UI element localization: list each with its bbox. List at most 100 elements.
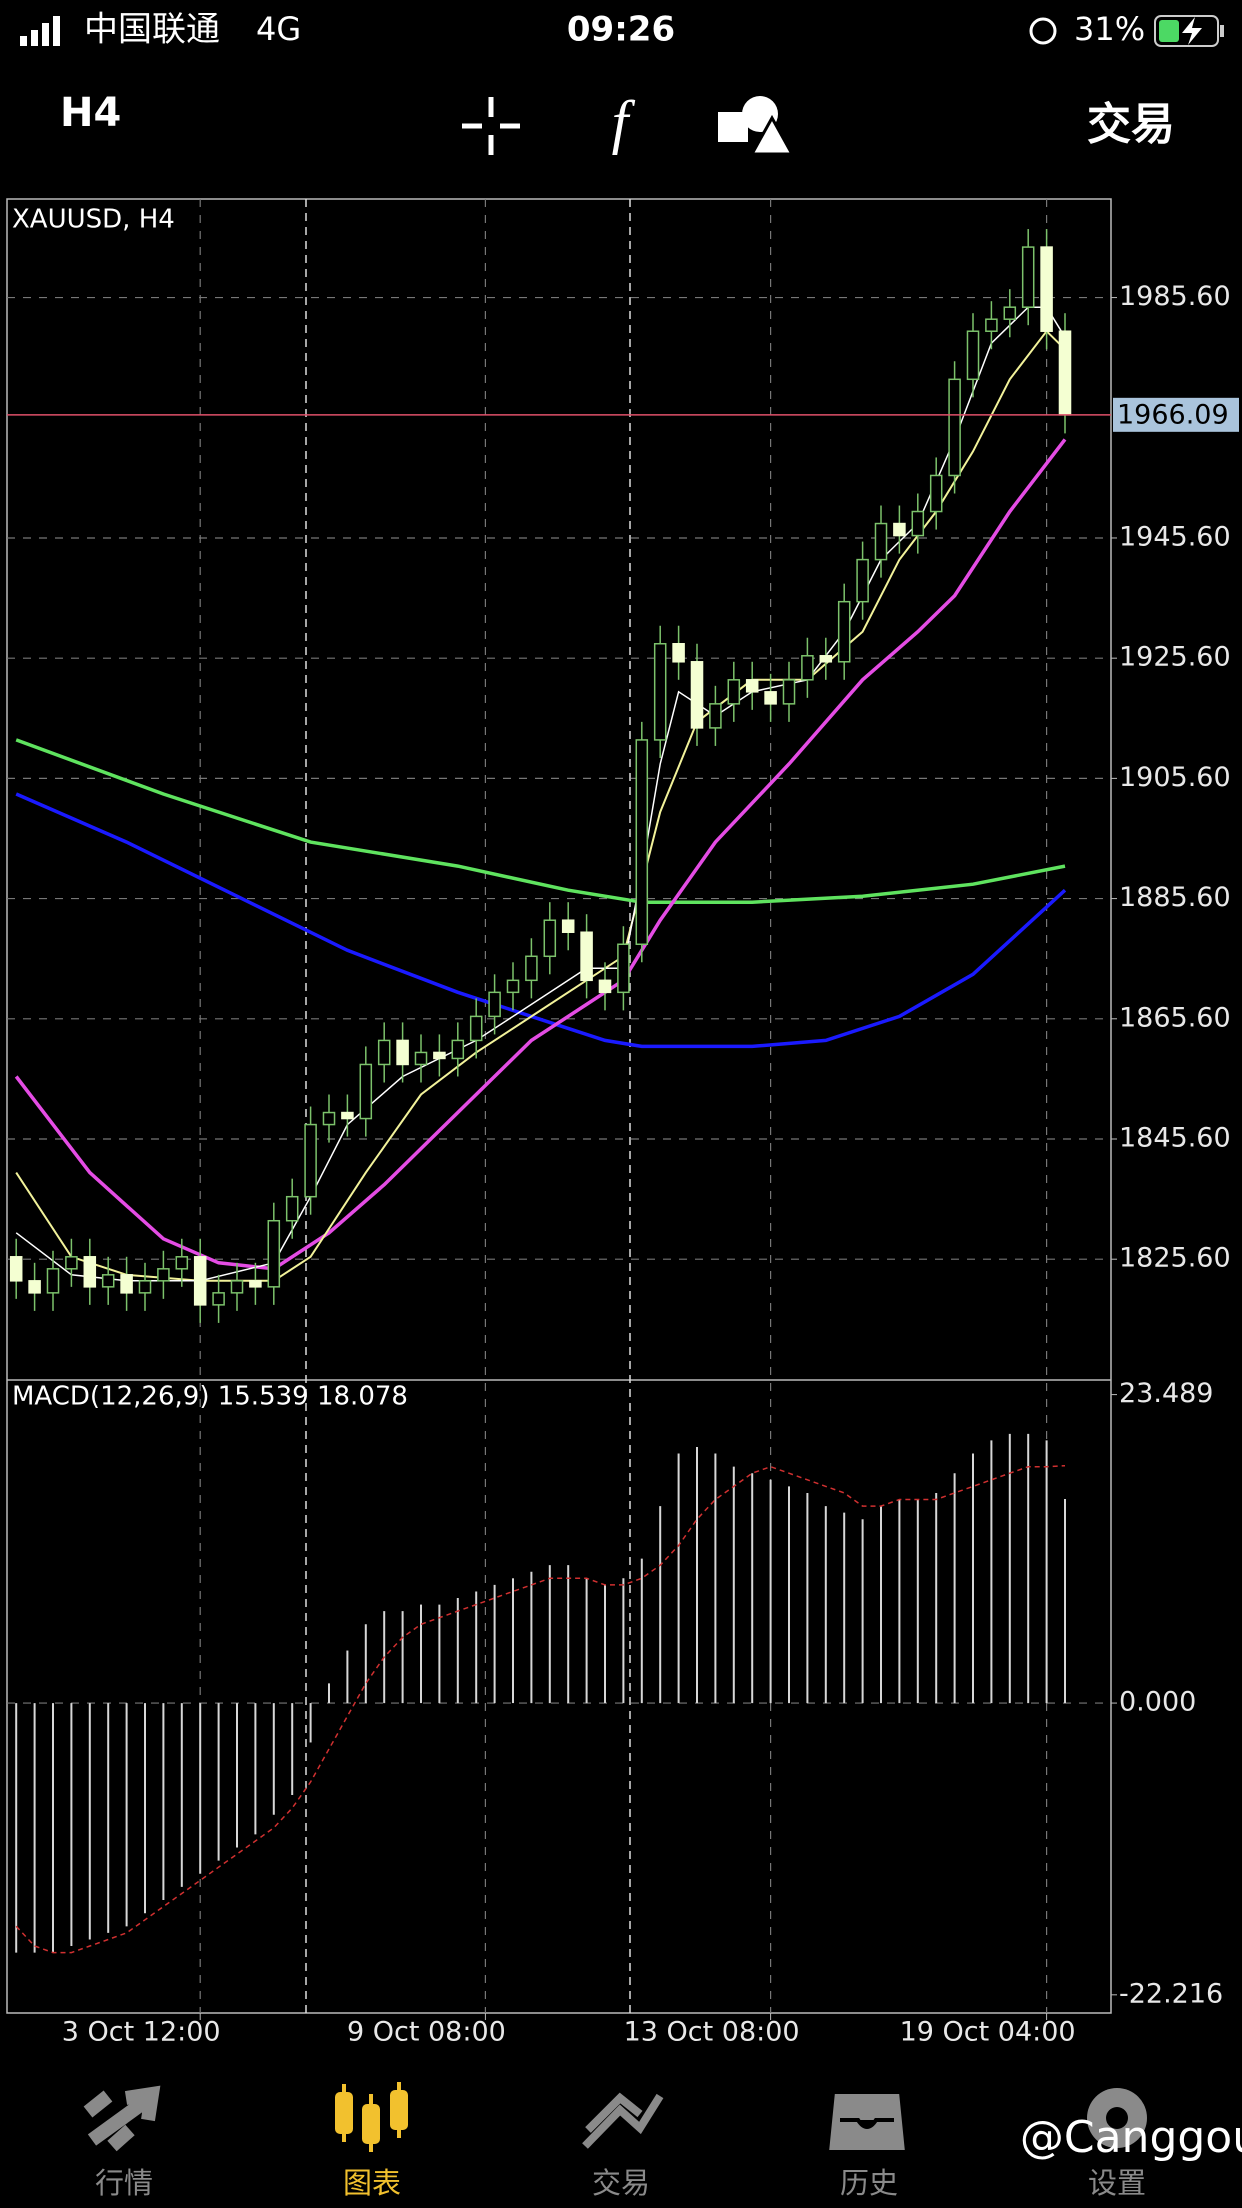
candle-body bbox=[653, 643, 667, 741]
y-tick-label: 1825.60 bbox=[1119, 1243, 1231, 1274]
chart-area: XAUUSD, H4 MACD(12,26,9) 15.539 18.078 bbox=[6, 198, 1112, 2014]
timeframe-button[interactable]: H4 bbox=[60, 90, 121, 136]
candle-body bbox=[874, 522, 888, 561]
candle-body bbox=[543, 919, 557, 958]
candle-body bbox=[598, 979, 612, 994]
tab-label[interactable]: 行情 bbox=[95, 2166, 153, 2200]
candle-body bbox=[1040, 246, 1053, 332]
candle-body bbox=[341, 1111, 354, 1120]
candle-body bbox=[764, 691, 777, 705]
tab-icon bbox=[582, 2092, 664, 2149]
y-tick-label: 1925.60 bbox=[1119, 642, 1231, 673]
moving-average-line bbox=[14, 438, 1067, 1271]
candle-body bbox=[488, 991, 501, 1018]
chart-title: XAUUSD, H4 bbox=[12, 205, 175, 235]
candle-body bbox=[929, 474, 943, 513]
candle-body bbox=[580, 931, 593, 982]
y-tick-label: 1885.60 bbox=[1119, 882, 1231, 913]
candle-body bbox=[617, 943, 630, 994]
tab-label[interactable]: 图表 bbox=[343, 2166, 401, 2200]
candle-body bbox=[322, 1111, 336, 1126]
candle-body bbox=[101, 1274, 115, 1288]
tab-label[interactable]: 设置 bbox=[1088, 2166, 1146, 2200]
candle-body bbox=[433, 1051, 446, 1060]
candle-body bbox=[1021, 246, 1035, 308]
carrier: 中国联通 bbox=[84, 10, 220, 50]
y-tick-label: 0.000 bbox=[1119, 1687, 1196, 1718]
candle-body bbox=[28, 1280, 41, 1294]
rotation-lock-icon bbox=[1029, 17, 1057, 45]
candle-body bbox=[819, 655, 833, 663]
macd-panel: 23.489 0.000 -22.216 bbox=[7, 1378, 1223, 2009]
y-tick-label: 1905.60 bbox=[1119, 762, 1231, 793]
trade-button[interactable]: 交易 bbox=[1087, 99, 1175, 150]
candle-body bbox=[377, 1039, 391, 1066]
signal-line bbox=[15, 1464, 1066, 1954]
candle-body bbox=[966, 330, 980, 381]
candle-body bbox=[120, 1274, 133, 1294]
candle-body bbox=[727, 679, 741, 705]
tab-bar: 行情 图表 交易 历史 设置 bbox=[83, 2082, 1147, 2200]
y-tick-label: 1845.60 bbox=[1119, 1122, 1231, 1153]
candle-body bbox=[672, 643, 685, 663]
candle-body bbox=[525, 955, 538, 982]
candle-body bbox=[837, 600, 851, 663]
candle-body bbox=[414, 1051, 428, 1066]
y-tick-label: 1865.60 bbox=[1119, 1002, 1231, 1033]
tab-icon bbox=[335, 2082, 408, 2152]
candle-body bbox=[801, 655, 814, 681]
candle-body bbox=[230, 1280, 244, 1294]
macd-title: MACD(12,26,9) 15.539 18.078 bbox=[12, 1382, 408, 1412]
tab-label[interactable]: 交易 bbox=[592, 2166, 650, 2200]
candle-body bbox=[985, 318, 998, 332]
candle-body bbox=[304, 1123, 317, 1198]
y-tick-label: -22.216 bbox=[1119, 1978, 1223, 2009]
x-tick-label: 9 Oct 08:00 bbox=[347, 2017, 506, 2048]
candle-body bbox=[359, 1063, 373, 1120]
tab-icon bbox=[824, 2090, 910, 2154]
current-price-label: 1966.09 bbox=[1117, 399, 1229, 430]
candle-body bbox=[948, 378, 961, 477]
candle-body bbox=[709, 703, 722, 729]
tab-label[interactable]: 历史 bbox=[840, 2166, 898, 2200]
candle-body bbox=[690, 661, 704, 729]
moving-average-line bbox=[15, 738, 1066, 904]
tab-icon bbox=[1106, 2107, 1128, 2129]
y-tick-label: 23.489 bbox=[1119, 1378, 1213, 1409]
candle-body bbox=[285, 1195, 299, 1222]
objects-button[interactable] bbox=[718, 96, 795, 156]
x-tick-label: 19 Oct 04:00 bbox=[900, 2017, 1076, 2048]
candle-body bbox=[506, 979, 520, 994]
clock: 09:26 bbox=[567, 10, 675, 50]
candle-body bbox=[635, 739, 649, 946]
watermark: @Canggou bbox=[1020, 2112, 1242, 2163]
candle-body bbox=[911, 510, 925, 537]
candle-body bbox=[396, 1039, 409, 1066]
price-plot bbox=[9, 229, 1072, 1323]
battery-percent: 31% bbox=[1074, 10, 1145, 48]
crosshair-button[interactable] bbox=[462, 97, 520, 155]
candle-body bbox=[856, 558, 869, 603]
candle-body bbox=[175, 1256, 189, 1270]
candle-body bbox=[561, 919, 575, 933]
current-price-box bbox=[1113, 397, 1239, 432]
candle-body bbox=[267, 1219, 281, 1288]
candle-body bbox=[469, 1015, 483, 1042]
candle-body bbox=[249, 1280, 262, 1288]
battery-icon bbox=[1154, 15, 1224, 47]
network: 4G bbox=[256, 10, 301, 48]
candle-body bbox=[745, 679, 759, 693]
price-panel: 1985.60 1945.60 1925.60 1905.60 1885.60 1865.… bbox=[7, 199, 1239, 2048]
candle-body bbox=[157, 1268, 170, 1282]
candle-body bbox=[138, 1280, 152, 1294]
candle-body bbox=[782, 679, 796, 705]
candle-body bbox=[65, 1256, 78, 1270]
candle-body bbox=[212, 1292, 225, 1306]
x-tick-label: 3 Oct 12:00 bbox=[62, 2017, 221, 2048]
x-tick-label: 13 Oct 08:00 bbox=[624, 2017, 800, 2048]
candle-body bbox=[193, 1256, 207, 1306]
signal-icon bbox=[20, 16, 60, 46]
